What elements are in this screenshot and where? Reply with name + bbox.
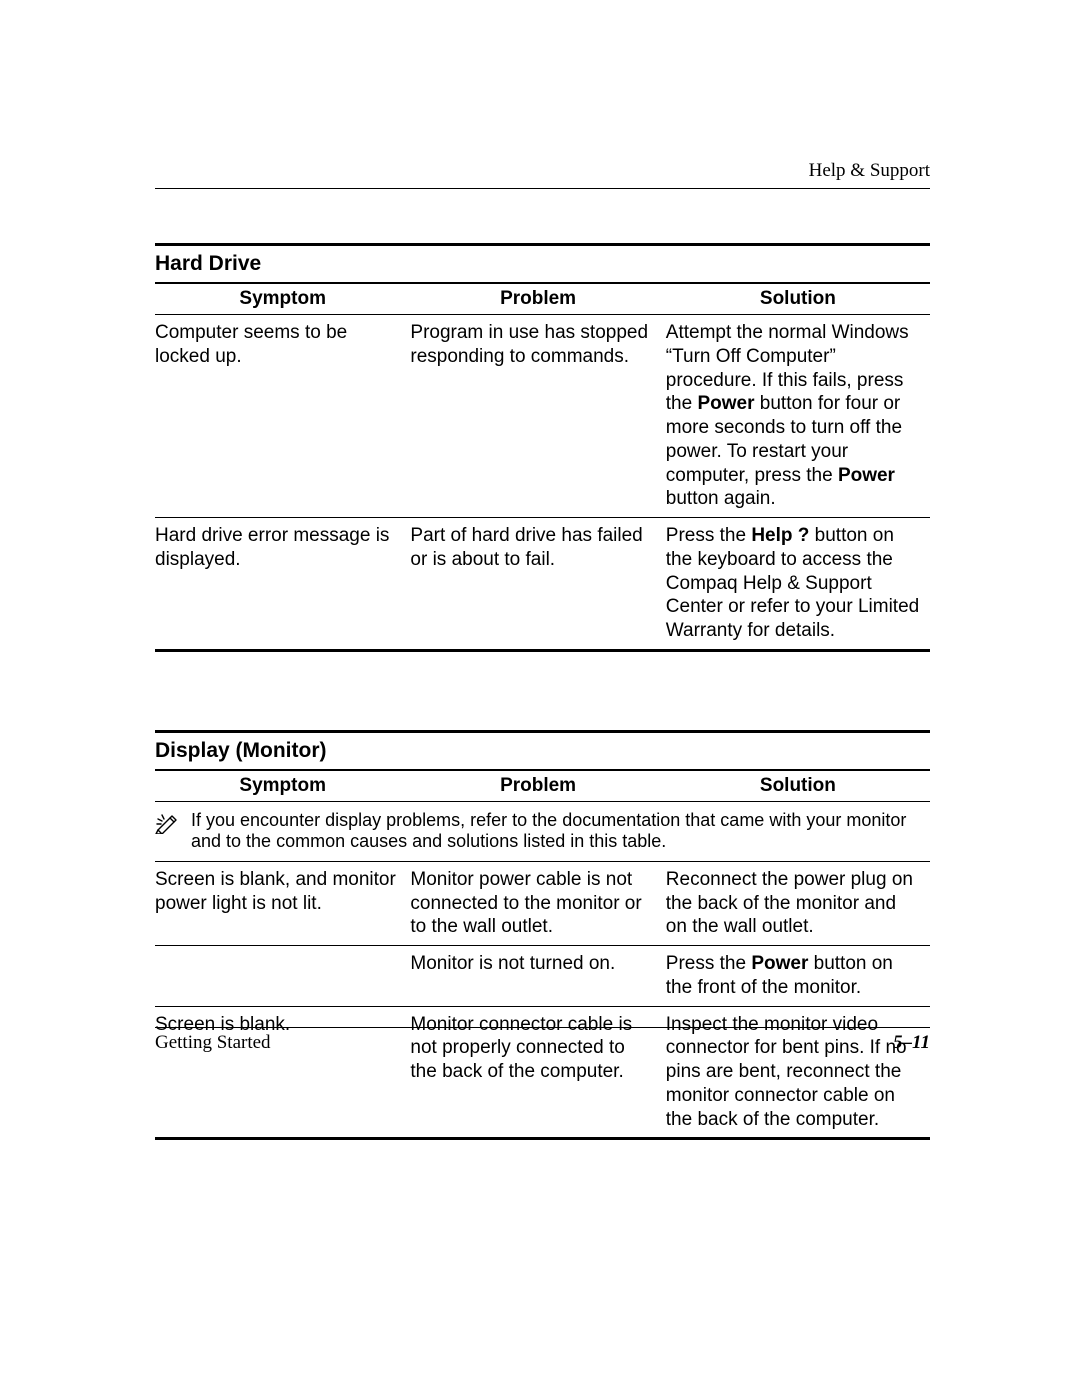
cell-problem: Part of hard drive has failed or is abou…: [410, 518, 665, 651]
document-page: Help & Support Hard Drive Symptom Proble…: [0, 0, 1080, 1397]
table-row: Screen is blank, and monitor power light…: [155, 861, 930, 945]
pencil-note-icon: [155, 812, 181, 834]
hard-drive-table: Symptom Problem Solution Computer seems …: [155, 284, 930, 652]
note-text: If you encounter display problems, refer…: [191, 810, 920, 853]
col-header-solution: Solution: [666, 284, 930, 315]
section-title: Hard Drive: [155, 252, 261, 275]
footer-left: Getting Started: [155, 1032, 271, 1054]
note-cell: If you encounter display problems, refer…: [155, 801, 930, 861]
page-content: Hard Drive Symptom Problem Solution Comp…: [155, 243, 930, 1218]
table-header-row: Symptom Problem Solution: [155, 284, 930, 315]
text-run: button again.: [666, 488, 776, 509]
table-row: Computer seems to be locked up. Program …: [155, 315, 930, 518]
bold-text: Help ?: [751, 525, 809, 546]
running-head: Help & Support: [155, 160, 930, 188]
cell-symptom: [155, 946, 410, 1007]
section-title-bar: Hard Drive: [155, 243, 930, 284]
text-run: Reconnect the power plug on the back of …: [666, 869, 913, 938]
footer-rule: [155, 1027, 930, 1028]
section-title: Display (Monitor): [155, 739, 327, 762]
table-header-row: Symptom Problem Solution: [155, 771, 930, 802]
table-note-row: If you encounter display problems, refer…: [155, 801, 930, 861]
col-header-solution: Solution: [666, 771, 930, 802]
cell-solution: Press the Help ? button on the keyboard …: [666, 518, 930, 651]
cell-solution: Press the Power button on the front of t…: [666, 946, 930, 1007]
table-row: Monitor is not turned on. Press the Powe…: [155, 946, 930, 1007]
col-header-problem: Problem: [410, 284, 665, 315]
section-title-bar: Display (Monitor): [155, 730, 930, 771]
bold-text: Power: [697, 393, 754, 414]
display-monitor-table: Symptom Problem Solution: [155, 771, 930, 1141]
cell-problem: Monitor is not turned on.: [410, 946, 665, 1007]
footer-page-number: 5–11: [893, 1032, 930, 1054]
cell-solution: Attempt the normal Windows “Turn Off Com…: [666, 315, 930, 518]
note-wrap: If you encounter display problems, refer…: [155, 808, 920, 855]
text-run: Press the: [666, 525, 752, 546]
table-row: Hard drive error message is displayed. P…: [155, 518, 930, 651]
page-header: Help & Support: [155, 160, 930, 189]
cell-symptom: Hard drive error message is displayed.: [155, 518, 410, 651]
cell-symptom: Computer seems to be locked up.: [155, 315, 410, 518]
text-run: Press the: [666, 953, 752, 974]
col-header-problem: Problem: [410, 771, 665, 802]
bold-text: Power: [838, 465, 895, 486]
cell-problem: Program in use has stopped responding to…: [410, 315, 665, 518]
section-display-monitor: Display (Monitor) Symptom Problem Soluti…: [155, 730, 930, 1141]
header-rule: [155, 188, 930, 189]
cell-problem: Monitor power cable is not connected to …: [410, 861, 665, 945]
page-footer: Getting Started 5–11: [155, 1027, 930, 1054]
footer-row: Getting Started 5–11: [155, 1032, 930, 1054]
bold-text: Power: [751, 953, 808, 974]
col-header-symptom: Symptom: [155, 284, 410, 315]
col-header-symptom: Symptom: [155, 771, 410, 802]
cell-solution: Reconnect the power plug on the back of …: [666, 861, 930, 945]
section-hard-drive: Hard Drive Symptom Problem Solution Comp…: [155, 243, 930, 652]
cell-symptom: Screen is blank, and monitor power light…: [155, 861, 410, 945]
